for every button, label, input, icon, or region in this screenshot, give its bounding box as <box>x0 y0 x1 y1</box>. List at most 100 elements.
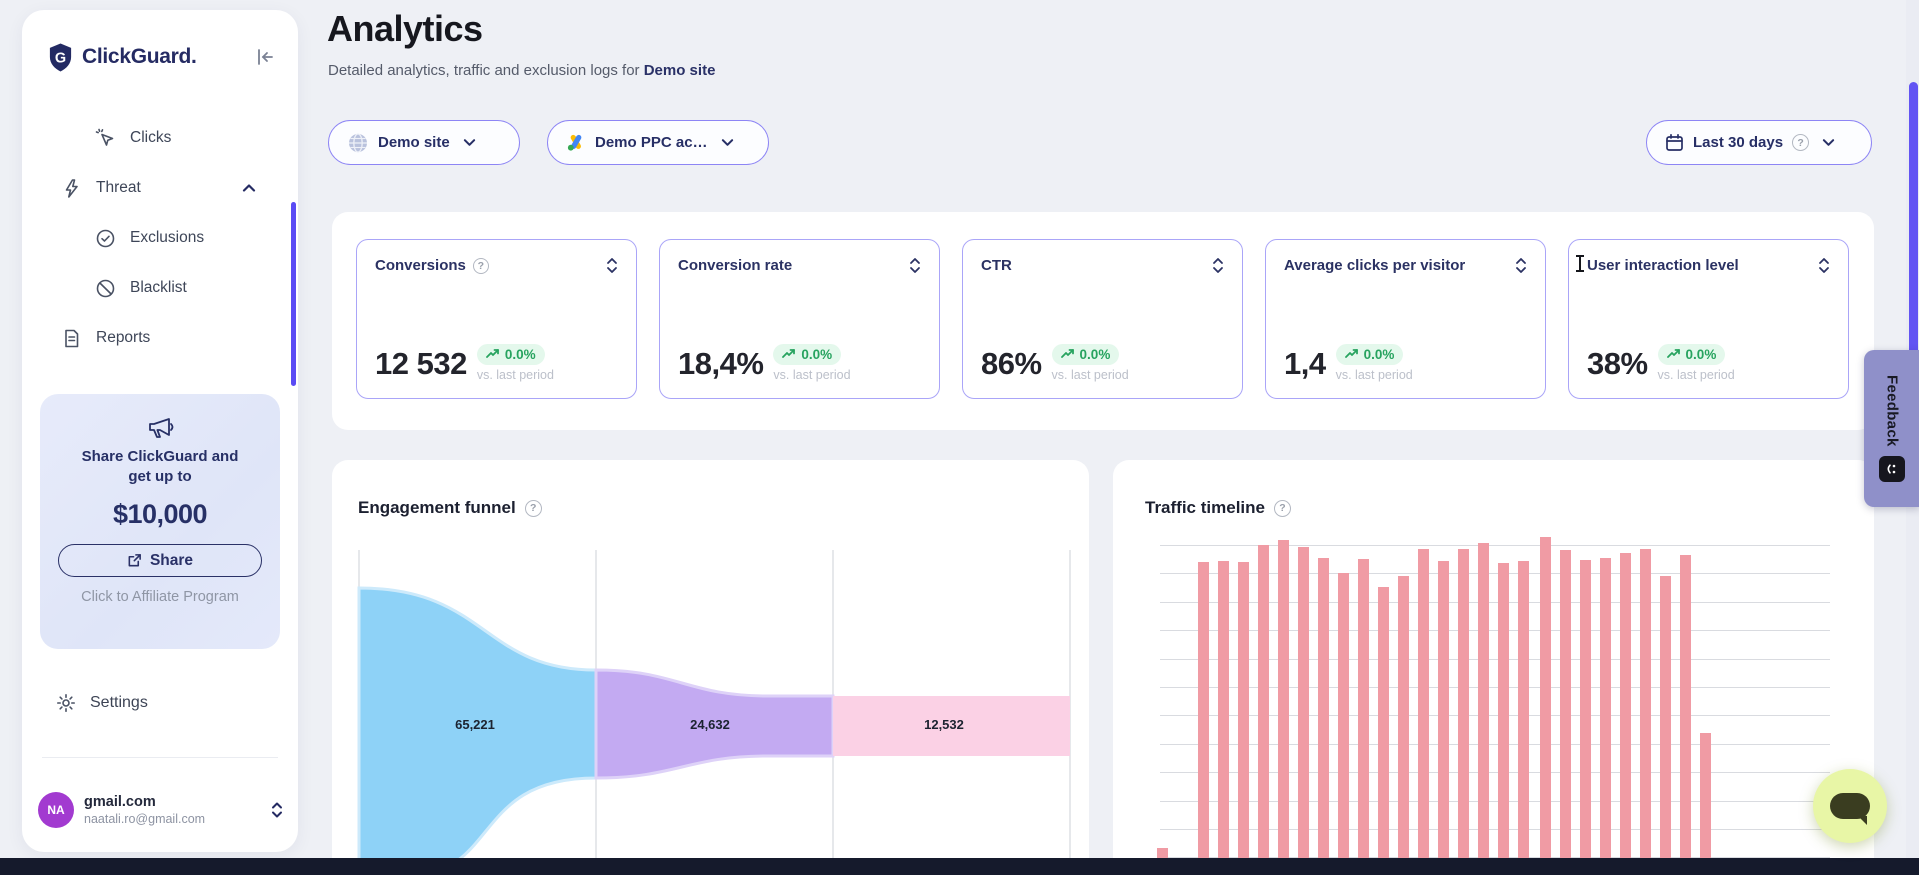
traffic-bar <box>1540 537 1551 875</box>
funnel-stage-label: 24,632 <box>690 717 730 732</box>
help-icon[interactable]: ? <box>1792 134 1810 151</box>
traffic-bar <box>1358 559 1369 875</box>
chevron-down-icon <box>463 139 475 146</box>
brand-logo[interactable]: G ClickGuard. <box>47 40 197 74</box>
traffic-bar <box>1338 573 1349 875</box>
trending-up-icon <box>1666 349 1680 358</box>
share-button[interactable]: Share <box>58 544 262 577</box>
sidebar-item-reports[interactable]: Reports <box>22 318 298 358</box>
help-icon[interactable]: ? <box>472 257 489 274</box>
kpi-title: Average clicks per visitor <box>1284 257 1466 274</box>
sidebar-item-threat[interactable]: Threat <box>22 168 298 208</box>
traffic-bar <box>1700 733 1711 875</box>
traffic-bar <box>1580 560 1591 875</box>
ppc-account-selector[interactable]: Demo PPC ac… <box>547 120 769 165</box>
sidebar-collapse-icon[interactable] <box>254 46 276 68</box>
traffic-bar <box>1378 587 1389 875</box>
sort-updown-icon[interactable] <box>606 257 618 274</box>
select-updown-icon <box>272 802 282 818</box>
page-scrollbar-thumb[interactable] <box>1909 82 1918 427</box>
kpi-caption: vs. last period <box>1335 368 1413 382</box>
document-icon <box>65 329 79 347</box>
chat-launcher-button[interactable] <box>1813 769 1887 843</box>
date-range-label: Last 30 days <box>1693 134 1784 151</box>
promo-amount: $10,000 <box>112 499 208 529</box>
funnel-stage-label: 65,221 <box>455 717 495 732</box>
date-range-selector[interactable]: Last 30 days ? <box>1646 120 1872 165</box>
gridline <box>1160 857 1830 859</box>
traffic-bar <box>1298 547 1309 875</box>
nav-scroll-indicator[interactable] <box>291 202 296 386</box>
traffic-bar <box>1600 558 1611 875</box>
chat-bubble-icon <box>1830 793 1870 825</box>
ppc-account-label: Demo PPC ac… <box>595 134 708 151</box>
kpi-caption: vs. last period <box>773 368 851 382</box>
promo-text-line1: Share ClickGuard and <box>81 448 239 465</box>
share-button-label: Share <box>149 551 194 569</box>
usersnap-smiley-icon <box>1879 456 1905 483</box>
traffic-bar <box>1640 549 1651 875</box>
trending-up-icon <box>1344 349 1358 358</box>
kpi-delta-badge: 0.0% <box>476 343 545 365</box>
kpi-card-conversions: Conversions ? 12 532 0.0% vs. last perio… <box>356 239 637 399</box>
gridline <box>1160 829 1830 830</box>
account-switcher[interactable]: NA gmail.com naatali.ro@gmail.com <box>38 788 284 832</box>
kpi-title: Conversions <box>375 257 466 274</box>
feedback-tab-label: Feedback <box>1883 374 1901 447</box>
traffic-bar <box>1278 540 1289 875</box>
google-ads-icon <box>567 134 582 151</box>
traffic-bar <box>1198 562 1209 875</box>
sidebar-item-settings[interactable]: Settings <box>56 688 148 718</box>
sort-updown-icon[interactable] <box>1212 257 1224 274</box>
chevron-down-icon <box>721 139 733 146</box>
traffic-bar <box>1560 550 1571 875</box>
kpi-card-ctr: CTR 86% 0.0% vs. last period <box>962 239 1243 399</box>
kpi-caption: vs. last period <box>476 368 554 382</box>
traffic-bar <box>1318 558 1329 875</box>
page-title: Analytics <box>327 8 483 49</box>
site-selector[interactable]: Demo site <box>328 120 520 165</box>
traffic-bar <box>1620 553 1631 875</box>
sort-updown-icon[interactable] <box>1818 257 1830 274</box>
gridline <box>1160 743 1830 745</box>
gear-icon <box>57 694 75 712</box>
sidebar-item-blacklist[interactable]: Blacklist <box>22 268 298 308</box>
kpi-delta-badge: 0.0% <box>773 343 842 365</box>
gridline <box>1160 800 1830 802</box>
sidebar-item-clicks[interactable]: Clicks <box>22 118 298 158</box>
sidebar-nav: Clicks Threat Exclusions Blacklist <box>22 118 298 368</box>
sidebar: G ClickGuard. Clicks Threat E <box>22 10 298 852</box>
kpi-delta-badge: 0.0% <box>1657 343 1726 365</box>
sidebar-item-label: Blacklist <box>130 279 187 296</box>
help-icon[interactable]: ? <box>1273 499 1291 517</box>
svg-text:G: G <box>55 50 66 66</box>
avatar: NA <box>38 792 74 828</box>
traffic-timeline-card: Traffic timeline ? <box>1113 460 1874 875</box>
affiliate-link[interactable]: Click to Affiliate Program <box>81 589 239 605</box>
gridline <box>1160 687 1830 688</box>
traffic-bar <box>1458 549 1469 875</box>
sidebar-item-label: Threat <box>96 179 141 196</box>
sidebar-divider <box>42 757 278 758</box>
help-icon[interactable]: ? <box>524 499 542 517</box>
sort-updown-icon[interactable] <box>1515 257 1527 274</box>
traffic-bar <box>1238 562 1249 875</box>
chevron-up-icon[interactable] <box>242 181 256 195</box>
traffic-bar <box>1398 576 1409 875</box>
kpi-value: 18,4% <box>678 346 764 381</box>
feedback-tab[interactable]: Feedback <box>1864 350 1919 507</box>
kpi-card-avg-clicks: Average clicks per visitor 1,4 0.0% vs. … <box>1265 239 1546 399</box>
affiliate-promo-card[interactable]: Share ClickGuard and get up to $10,000 S… <box>40 394 280 649</box>
kpi-title: Conversion rate <box>678 257 793 274</box>
page-subtitle-site: Demo site <box>643 62 716 79</box>
gridline <box>1160 772 1830 774</box>
kpi-delta-badge: 0.0% <box>1335 343 1404 365</box>
trending-up-icon <box>782 349 796 358</box>
block-icon <box>96 279 115 297</box>
engagement-funnel-card: 65,221 24,632 12,532 Engagement funnel ? <box>332 460 1089 875</box>
sort-updown-icon[interactable] <box>909 257 921 274</box>
traffic-bar <box>1418 549 1429 875</box>
badge-check-icon <box>96 229 115 247</box>
sidebar-item-exclusions[interactable]: Exclusions <box>22 218 298 258</box>
traffic-bar <box>1218 561 1229 875</box>
